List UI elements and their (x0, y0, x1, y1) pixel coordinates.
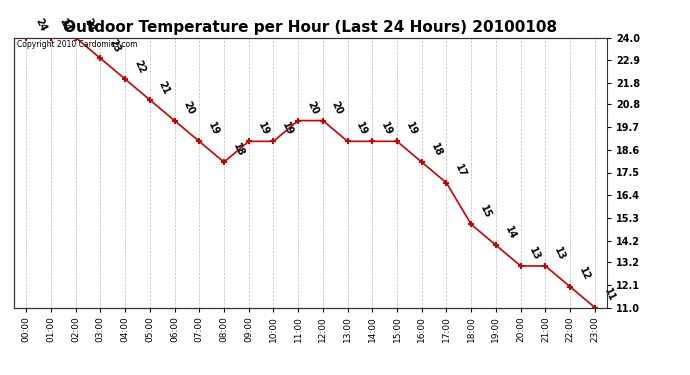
Text: 11: 11 (602, 287, 617, 303)
Text: 13: 13 (552, 245, 567, 262)
Text: 14: 14 (503, 225, 518, 241)
Text: 19: 19 (255, 121, 270, 137)
Text: 20: 20 (181, 100, 196, 116)
Text: 24: 24 (33, 17, 48, 33)
Text: 22: 22 (132, 58, 147, 75)
Text: 23: 23 (107, 38, 122, 54)
Title: Outdoor Temperature per Hour (Last 24 Hours) 20100108: Outdoor Temperature per Hour (Last 24 Ho… (63, 20, 558, 35)
Text: 19: 19 (280, 121, 295, 137)
Text: 19: 19 (404, 121, 419, 137)
Text: 18: 18 (231, 141, 246, 158)
Text: 19: 19 (380, 121, 394, 137)
Text: 19: 19 (355, 121, 369, 137)
Text: 18: 18 (428, 141, 444, 158)
Text: 24: 24 (58, 17, 72, 33)
Text: 19: 19 (206, 121, 221, 137)
Text: 21: 21 (157, 79, 172, 96)
Text: Copyright 2010 Cardomics.com: Copyright 2010 Cardomics.com (17, 40, 137, 49)
Text: 17: 17 (453, 162, 469, 179)
Text: 20: 20 (330, 100, 344, 116)
Text: 20: 20 (305, 100, 320, 116)
Text: 13: 13 (528, 245, 542, 262)
Text: 12: 12 (577, 266, 592, 283)
Text: 24: 24 (83, 17, 97, 33)
Text: 15: 15 (478, 204, 493, 220)
